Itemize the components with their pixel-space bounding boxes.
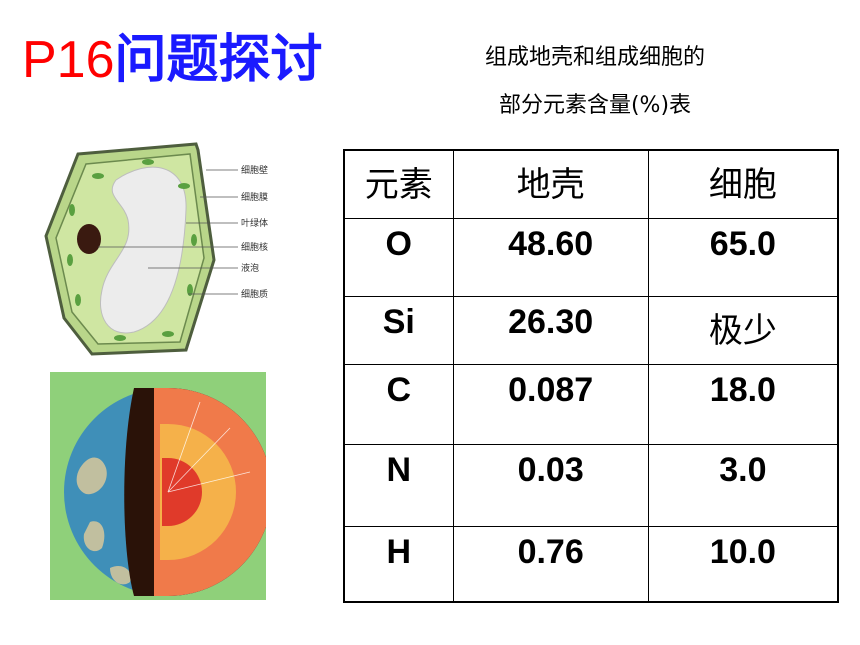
page-title: P16问题探讨 <box>22 28 323 92</box>
label-cell-wall: 细胞壁 <box>241 164 268 176</box>
cell-cell-value: 3.0 <box>647 443 839 527</box>
chloroplasts <box>67 159 197 341</box>
label-lines <box>98 169 238 295</box>
cell-element: H <box>343 525 454 603</box>
header-crust: 地壳 <box>452 149 649 219</box>
table-header-row: 元素 地壳 细胞 <box>343 149 839 219</box>
cell-crust-value: 0.03 <box>452 443 649 527</box>
element-content-table: 元素 地壳 细胞 O 48.60 65.0 Si 26.30 极少 C 0.08… <box>343 149 839 603</box>
continents <box>76 457 131 585</box>
cell-crust-value: 26.30 <box>452 295 649 365</box>
table-caption: 组成地壳和组成细胞的 部分元素含量(%)表 <box>430 34 760 130</box>
cell-element: C <box>343 363 454 445</box>
cell-crust-value: 48.60 <box>452 217 649 297</box>
cell-element: N <box>343 443 454 527</box>
table-row: N 0.03 3.0 <box>343 443 839 527</box>
title-text: 问题探讨 <box>114 30 323 90</box>
header-element: 元素 <box>343 149 454 219</box>
table-row: Si 26.30 极少 <box>343 295 839 365</box>
cell-cell-value: 10.0 <box>647 525 839 603</box>
cell-cell-value: 18.0 <box>647 363 839 445</box>
cell-crust-value: 0.76 <box>452 525 649 603</box>
title-prefix: P16 <box>22 31 115 89</box>
cell-cell-value: 极少 <box>647 295 839 365</box>
caption-line-1: 组成地壳和组成细胞的 <box>484 45 705 70</box>
nucleus <box>77 224 101 254</box>
label-nucleus: 细胞核 <box>241 241 268 253</box>
label-chloroplast: 叶绿体 <box>241 217 268 229</box>
table-row: O 48.60 65.0 <box>343 217 839 297</box>
label-vacuole: 液泡 <box>241 262 259 274</box>
earth-cross-section <box>50 372 266 600</box>
caption-line-2: 部分元素含量(%)表 <box>498 93 692 118</box>
header-cell: 细胞 <box>647 149 839 219</box>
inner-core <box>162 458 202 526</box>
cell-cell-value: 65.0 <box>647 217 839 297</box>
plant-cell-diagram: 细胞壁 细胞膜 叶绿体 细胞核 液泡 细胞质 <box>44 142 268 356</box>
cell-element: Si <box>343 295 454 365</box>
label-cytoplasm: 细胞质 <box>241 288 268 300</box>
cell-element: O <box>343 217 454 297</box>
table-row: H 0.76 10.0 <box>343 525 839 603</box>
table-row: C 0.087 18.0 <box>343 363 839 445</box>
cell-crust-value: 0.087 <box>452 363 649 445</box>
label-cell-membrane: 细胞膜 <box>241 191 268 203</box>
